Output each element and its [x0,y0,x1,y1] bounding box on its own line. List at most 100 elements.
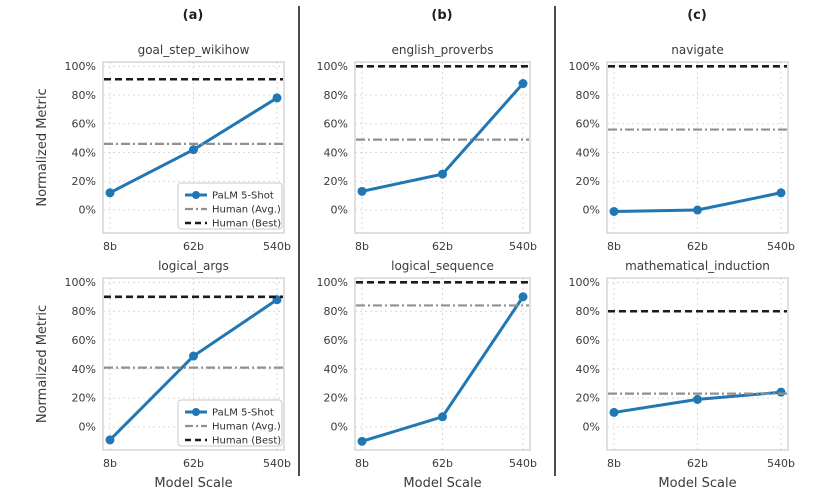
x-axis-label: Model Scale [403,476,481,491]
plot-frame [354,61,531,234]
subplot-title: english_proverbs [391,43,493,57]
y-tick-label: 80% [72,305,96,318]
x-tick-label: 540b [509,240,537,253]
y-tick-label: 40% [324,363,348,376]
palm-point [776,188,786,198]
y-tick-label: 20% [576,175,600,188]
x-axis-label: Model Scale [658,476,736,491]
plot-frame [354,277,531,451]
x-tick-label: 62b [687,240,708,253]
y-tick-label: 40% [72,363,96,376]
legend-label: Human (Avg.) [212,205,281,216]
x-tick-label: 8b [607,457,621,470]
palm-point [693,394,702,404]
palm-point [272,93,282,103]
y-tick-label: 80% [576,89,600,102]
plot-frame [102,277,285,451]
y-tick-label: 60% [324,118,348,131]
palm-point [357,186,367,196]
palm-point [438,412,447,422]
subplot-title: mathematical_induction [625,259,770,273]
y-tick-label: 20% [576,392,600,405]
column-label-a: (a) [182,8,204,23]
y-tick-label: 40% [576,146,600,159]
legend-label: PaLM 5-Shot [212,408,274,419]
y-tick-label: 20% [324,175,348,188]
subplot-goal_step_wikihow: goal_step_wikihow 100% 80% 60% 40% 20% 0% 8b 62b… [35,43,291,253]
y-tick-label: 0% [583,204,600,217]
legend-sample-marker [192,191,200,199]
y-tick-label: 80% [72,89,96,102]
subplot-title: logical_sequence [391,259,494,273]
legend-label: Human (Avg.) [212,422,281,433]
y-tick-label: 60% [576,334,600,347]
palm-point [693,205,702,215]
palm-point [518,79,528,89]
palm-point [189,351,198,361]
x-tick-label: 8b [355,457,369,470]
y-tick-label: 80% [324,305,348,318]
x-tick-label: 62b [183,240,204,253]
x-tick-label: 540b [767,457,795,470]
legend-label: Human (Best) [212,219,281,230]
y-tick-label: 100% [317,60,348,73]
subplot-logical_sequence: logical_sequence 100% 80% 60% 40% 20% 0% 8b 62b 5… [317,259,537,491]
y-tick-label: 80% [324,89,348,102]
x-tick-label: 8b [355,240,369,253]
column-label-b: (b) [431,8,453,23]
y-tick-label: 0% [79,421,96,434]
y-tick-label: 20% [72,392,96,405]
y-tick-label: 100% [317,276,348,289]
y-axis-label: Normalized Metric [35,88,50,206]
palm-point [776,387,786,397]
legend-sample-marker [192,408,200,416]
x-tick-label: 540b [767,240,795,253]
y-tick-label: 20% [72,175,96,188]
subplot-mathematical_induction: mathematical_induction 100% 80% 60% 40% 20% 0%… [569,259,795,491]
y-tick-label: 100% [569,60,600,73]
column-label-c: (c) [687,8,707,23]
x-tick-label: 540b [263,240,291,253]
y-tick-label: 60% [72,334,96,347]
x-tick-label: 62b [687,457,708,470]
x-tick-label: 540b [509,457,537,470]
palm-point [357,436,367,446]
y-tick-label: 60% [324,334,348,347]
y-axis-label: Normalized Metric [35,305,50,423]
plot-frame [606,61,789,234]
y-tick-label: 100% [65,60,96,73]
palm-point [609,407,619,417]
y-tick-label: 0% [331,204,348,217]
column-divider-2 [554,6,556,476]
x-tick-label: 8b [103,240,117,253]
y-tick-label: 0% [79,204,96,217]
palm-point [105,188,115,198]
x-axis-label: Model Scale [154,476,232,491]
subplot-navigate: navigate 100% 80% 60% 40% 20% 0% 8b 62b 540b [569,43,795,253]
x-tick-label: 8b [607,240,621,253]
y-tick-label: 100% [65,276,96,289]
legend-label: PaLM 5-Shot [212,191,274,202]
y-tick-label: 20% [324,392,348,405]
legend: PaLM 5-Shot Human (Avg.) Human (Best) [177,182,283,230]
subplot-title: goal_step_wikihow [138,43,250,57]
column-divider-1 [298,6,300,476]
y-tick-label: 80% [576,305,600,318]
x-tick-label: 540b [263,457,291,470]
legend-label: Human (Best) [212,436,281,447]
y-tick-label: 40% [576,363,600,376]
subplot-title: logical_args [158,259,229,273]
palm-point [438,169,447,179]
palm-point [189,145,198,155]
subplot-logical_args: logical_args 100% 80% 60% 40% 20% 0% 8b 62b 540b P… [35,259,291,491]
x-tick-label: 62b [183,457,204,470]
y-tick-label: 0% [331,421,348,434]
y-tick-label: 0% [583,421,600,434]
subplot-title: navigate [671,43,723,57]
y-tick-label: 100% [569,276,600,289]
plot-frame [606,277,789,451]
palm-point [105,435,115,445]
palm-point [518,292,528,302]
